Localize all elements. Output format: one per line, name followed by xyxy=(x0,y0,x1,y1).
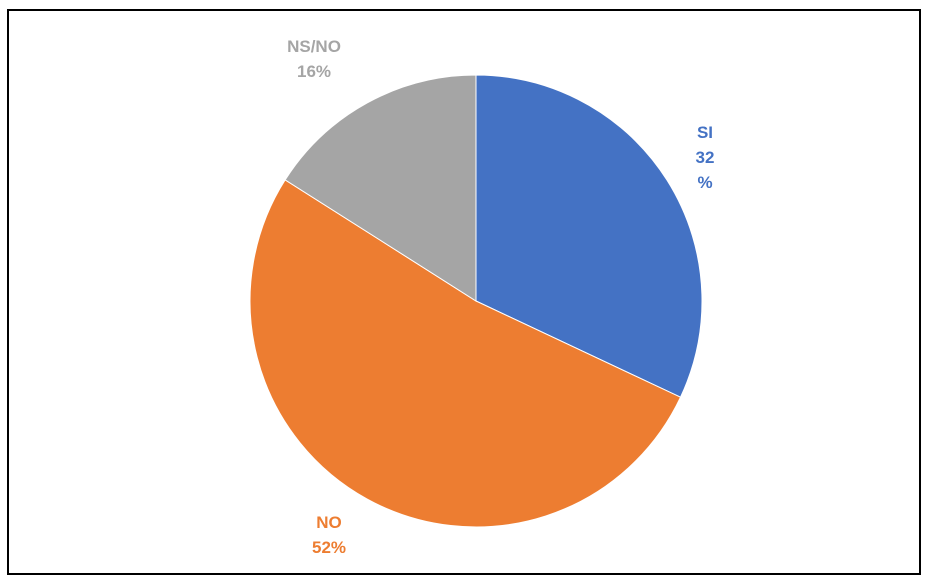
pie-slices xyxy=(249,74,703,528)
slice-label-no-value: 52% xyxy=(312,538,346,557)
slice-label-nsno: NS/NO 16% xyxy=(287,37,341,81)
slice-label-si-value: 32 xyxy=(696,148,715,167)
slice-label-no: NO 52% xyxy=(312,513,346,557)
slice-label-si-category: SI xyxy=(697,123,713,142)
slice-label-nsno-category: NS/NO xyxy=(287,37,341,56)
pie-slice-nsno xyxy=(284,74,477,302)
slice-label-si: SI 32 % xyxy=(696,123,715,192)
slice-label-si-percent: % xyxy=(697,173,712,192)
pie-slice-no xyxy=(249,179,682,528)
slice-label-nsno-value: 16% xyxy=(297,62,331,81)
pie-slice-si xyxy=(475,74,703,398)
slice-label-no-category: NO xyxy=(316,513,342,532)
